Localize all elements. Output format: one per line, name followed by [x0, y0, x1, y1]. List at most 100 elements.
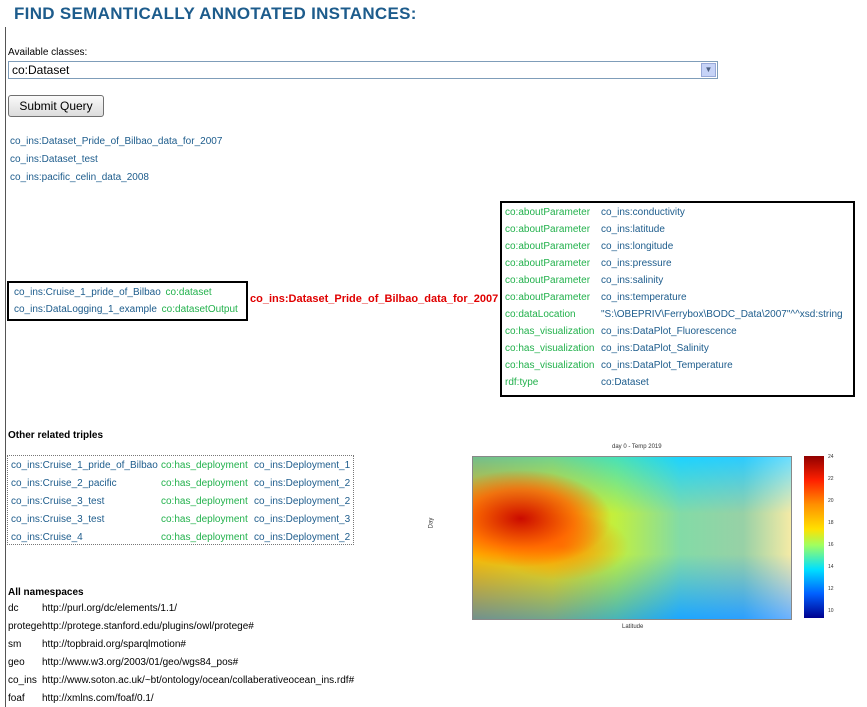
- property-object-link[interactable]: co_ins:DataPlot_Fluorescence: [601, 326, 737, 337]
- namespace-uri: http://www.w3.org/2003/01/geo/wgs84_pos#: [42, 657, 239, 668]
- property-predicate: co:dataLocation: [505, 309, 576, 320]
- property-object-link[interactable]: co_ins:temperature: [601, 292, 687, 303]
- incoming-row-1: co_ins:Cruise_1_pride_of_Bilbao co:datas…: [14, 287, 212, 298]
- property-row: co:aboutParameter co_ins:pressure: [505, 258, 672, 269]
- property-row: co:aboutParameter co_ins:salinity: [505, 275, 663, 286]
- colorbar-tick: 18: [828, 520, 834, 526]
- namespace-prefix: co_ins: [8, 675, 37, 686]
- related-row: co_ins:Cruise_4 co:has_deployment co_ins:D…: [11, 532, 354, 543]
- property-object-link[interactable]: co_ins:pressure: [601, 258, 672, 269]
- related-row: co_ins:Cruise_3_test co:has_deployment co_…: [11, 496, 354, 507]
- incoming-predicate: co:dataset: [165, 287, 212, 298]
- related-object[interactable]: co_ins:Deployment_2: [254, 532, 351, 543]
- related-subject[interactable]: co_ins:Cruise_3_test: [11, 514, 105, 525]
- property-object-link[interactable]: "S:\OBEPRIV\Ferrybox\BODC_Data\2007"^^xs…: [601, 309, 843, 320]
- incoming-triples-box: co_ins:Cruise_1_pride_of_Bilbao co:datas…: [7, 281, 248, 321]
- namespace-prefix: dc: [8, 603, 19, 614]
- property-object-link[interactable]: co_ins:salinity: [601, 275, 664, 286]
- namespace-prefix: sm: [8, 639, 22, 650]
- property-object-link[interactable]: co_ins:conductivity: [601, 207, 685, 218]
- colorbar-tick: 16: [828, 542, 834, 548]
- namespace-uri: http://topbraid.org/sparqlmotion#: [42, 639, 186, 650]
- property-object-link[interactable]: co_ins:DataPlot_Temperature: [601, 360, 733, 371]
- related-subject[interactable]: co_ins:Cruise_1_pride_of_Bilbao: [11, 460, 158, 471]
- property-predicate: rdf:type: [505, 377, 539, 388]
- related-row: co_ins:Cruise_1_pride_of_Bilbao co:has_de…: [11, 460, 354, 471]
- namespace-row: dc http://purl.org/dc/elements/1.1/: [8, 603, 177, 614]
- property-predicate: co:aboutParameter: [505, 292, 591, 303]
- namespace-uri: http://xmlns.com/foaf/0.1/: [42, 693, 154, 704]
- colorbar-tick: 10: [828, 608, 834, 614]
- property-predicate: co:aboutParameter: [505, 224, 591, 235]
- colorbar-tick: 14: [828, 564, 834, 570]
- left-border-line: [5, 27, 6, 707]
- related-predicate: co:has_deployment: [161, 478, 248, 489]
- namespace-uri: http://purl.org/dc/elements/1.1/: [42, 603, 178, 614]
- namespace-prefix: geo: [8, 657, 25, 668]
- related-predicate: co:has_deployment: [161, 532, 248, 543]
- temperature-plot: day 0 - Temp 2019 Day Latitude 24 22 20 18 1…: [422, 440, 852, 650]
- property-object-link[interactable]: co:Dataset: [601, 377, 649, 388]
- property-row: co:dataLocation "S:\OBEPRIV\Ferrybox\BODC…: [505, 309, 843, 320]
- related-subject[interactable]: co_ins:Cruise_4: [11, 532, 83, 543]
- property-predicate: co:aboutParameter: [505, 241, 591, 252]
- property-predicate: co:has_visualization: [505, 343, 595, 354]
- related-predicate: co:has_deployment: [161, 514, 248, 525]
- incoming-row-2: co_ins:DataLogging_1_example co:datasetO…: [14, 304, 238, 315]
- submit-query-button[interactable]: Submit Query: [8, 95, 104, 117]
- property-object-link[interactable]: co_ins:longitude: [601, 241, 674, 252]
- colorbar: [804, 456, 824, 618]
- property-row: co:has_visualization co_ins:DataPlot_Fluo…: [505, 326, 737, 337]
- property-predicate: co:aboutParameter: [505, 275, 591, 286]
- plot-title: day 0 - Temp 2019: [612, 444, 662, 450]
- plot-xlabel: Latitude: [622, 624, 644, 630]
- center-instance: co_ins:Dataset_Pride_of_Bilbao_data_for_…: [250, 293, 499, 305]
- namespace-prefix: protege: [8, 621, 42, 632]
- related-object[interactable]: co_ins:Deployment_3: [254, 514, 351, 525]
- property-predicate: co:has_visualization: [505, 360, 595, 371]
- class-select-value: co:Dataset: [12, 63, 70, 77]
- colorbar-tick: 20: [828, 498, 834, 504]
- property-row: co:aboutParameter co_ins:conductivity: [505, 207, 685, 218]
- property-predicate: co:has_visualization: [505, 326, 595, 337]
- colorbar-tick: 22: [828, 476, 834, 482]
- property-row: co:aboutParameter co_ins:latitude: [505, 224, 665, 235]
- page-title: FIND SEMANTICALLY ANNOTATED INSTANCES:: [14, 4, 417, 23]
- related-object[interactable]: co_ins:Deployment_2: [254, 478, 351, 489]
- related-row: co_ins:Cruise_2_pacific co:has_deployment…: [11, 478, 354, 489]
- related-object[interactable]: co_ins:Deployment_1: [254, 460, 351, 471]
- plot-area: [472, 456, 792, 620]
- properties-box: co:aboutParameter co_ins:conductivity co:a…: [500, 201, 855, 397]
- namespace-uri: http://protege.stanford.edu/plugins/owl/…: [42, 621, 254, 632]
- property-object-link[interactable]: co_ins:DataPlot_Salinity: [601, 343, 709, 354]
- namespace-prefix: foaf: [8, 693, 25, 704]
- namespaces-heading: All namespaces: [8, 587, 84, 598]
- classes-label: Available classes:: [8, 47, 88, 58]
- related-subject[interactable]: co_ins:Cruise_2_pacific: [11, 478, 117, 489]
- property-predicate: co:aboutParameter: [505, 258, 591, 269]
- related-predicate: co:has_deployment: [161, 460, 248, 471]
- related-subject[interactable]: co_ins:Cruise_3_test: [11, 496, 105, 507]
- namespace-row: protegehttp://protege.stanford.edu/plugi…: [8, 621, 254, 632]
- result-link-3[interactable]: co_ins:pacific_celin_data_2008: [10, 172, 149, 183]
- incoming-subject-link[interactable]: co_ins:Cruise_1_pride_of_Bilbao: [14, 287, 161, 298]
- related-heading: Other related triples: [8, 430, 104, 441]
- property-predicate: co:aboutParameter: [505, 207, 591, 218]
- result-link-2[interactable]: co_ins:Dataset_test: [10, 154, 98, 165]
- colorbar-tick: 24: [828, 454, 834, 460]
- namespace-row: sm http://topbraid.org/sparqlmotion#: [8, 639, 186, 650]
- namespace-row: geo http://www.w3.org/2003/01/geo/wgs84_p…: [8, 657, 238, 668]
- incoming-subject-link[interactable]: co_ins:DataLogging_1_example: [14, 304, 157, 315]
- property-object-link[interactable]: co_ins:latitude: [601, 224, 665, 235]
- class-select[interactable]: co:Dataset ▼: [8, 61, 718, 79]
- plot-ylabel: Day: [428, 517, 435, 529]
- related-predicate: co:has_deployment: [161, 496, 248, 507]
- chevron-down-icon[interactable]: ▼: [701, 63, 716, 77]
- related-object[interactable]: co_ins:Deployment_2: [254, 496, 351, 507]
- property-row: co:aboutParameter co_ins:longitude: [505, 241, 673, 252]
- property-row: co:has_visualization co_ins:DataPlot_Temp…: [505, 360, 733, 371]
- result-link-1[interactable]: co_ins:Dataset_Pride_of_Bilbao_data_for_…: [10, 136, 223, 147]
- related-triples-table: co_ins:Cruise_1_pride_of_Bilbao co:has_de…: [7, 455, 354, 545]
- namespace-uri: http://www.soton.ac.uk/~bt/ontology/ocea…: [42, 675, 355, 686]
- property-row: rdf:type co:Dataset: [505, 377, 649, 388]
